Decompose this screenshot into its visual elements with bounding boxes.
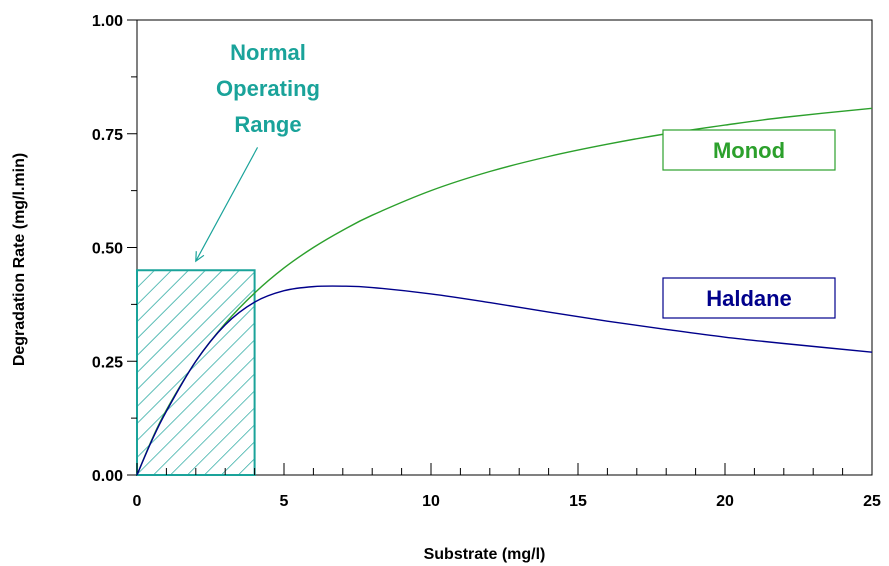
axis-ticks: [127, 19, 873, 476]
operating-range-region: [136, 269, 256, 476]
annotation-arrow: [195, 147, 259, 262]
y-tick-label: 0.00: [92, 468, 123, 485]
y-tick-label: 0.75: [92, 127, 123, 144]
annotation-line-operating: Operating: [216, 76, 320, 101]
y-tick-label: 1.00: [92, 13, 123, 30]
x-tick-label: 15: [569, 493, 587, 510]
series-line-haldane: [136, 285, 873, 476]
x-tick-label: 20: [716, 493, 734, 510]
legend-box-haldane: [662, 277, 836, 319]
y-axis-title: Degradation Rate (mg/l.min): [11, 153, 28, 366]
operating-range-annotation: Normal Operating Range: [195, 40, 320, 263]
legend-label-haldane: Haldane: [706, 286, 792, 311]
legend-item-monod: Monod: [662, 129, 836, 171]
y-tick-labels: 0.00 0.25 0.50 0.75 1.00: [92, 13, 123, 485]
legend-box-monod: [662, 129, 836, 171]
y-tick-label: 0.50: [92, 241, 123, 258]
y-tick-label: 0.25: [92, 354, 123, 371]
x-tick-label: 0: [133, 493, 142, 510]
x-axis-title: Substrate (mg/l): [424, 546, 546, 563]
legend-label-monod: Monod: [713, 138, 785, 163]
legend-item-haldane: Haldane: [662, 277, 836, 319]
x-tick-label: 25: [863, 493, 881, 510]
x-tick-labels: 0 5 10 15 20 25: [133, 493, 881, 510]
x-tick-label: 10: [422, 493, 440, 510]
annotation-line-normal: Normal: [230, 40, 306, 65]
annotation-arrow-head: [195, 251, 205, 263]
legend: Monod Haldane: [662, 129, 836, 319]
x-tick-label: 5: [280, 493, 289, 510]
annotation-line-range: Range: [234, 112, 301, 137]
